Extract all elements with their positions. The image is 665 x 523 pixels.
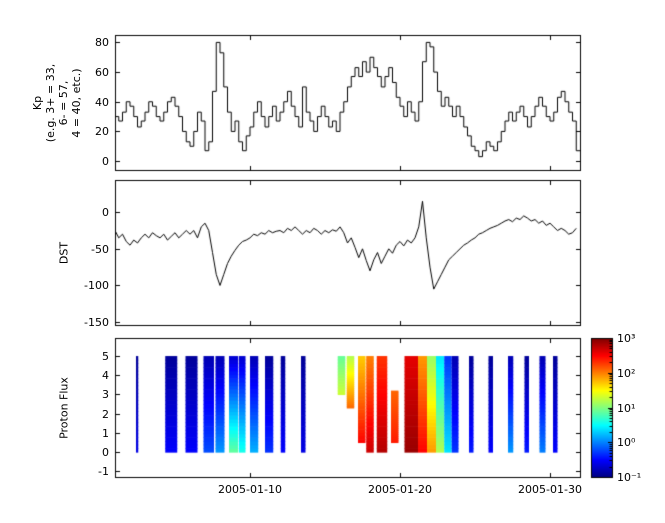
proton-flux-axis-label: Proton Flux — [57, 377, 71, 439]
kp-axis-label-line: 6- = 57, — [57, 80, 70, 126]
dst-axis-label: DST — [57, 241, 71, 265]
kp-axis-label-line: Kp — [31, 95, 44, 111]
kp-axis-label-line: 4 = 40, etc.) — [70, 68, 83, 138]
kp-axis-label: Kp (e.g. 3+ = 33, 6- = 57, 4 = 40, etc.) — [31, 64, 83, 142]
kp-axis-label-line: (e.g. 3+ = 33, — [44, 63, 57, 143]
